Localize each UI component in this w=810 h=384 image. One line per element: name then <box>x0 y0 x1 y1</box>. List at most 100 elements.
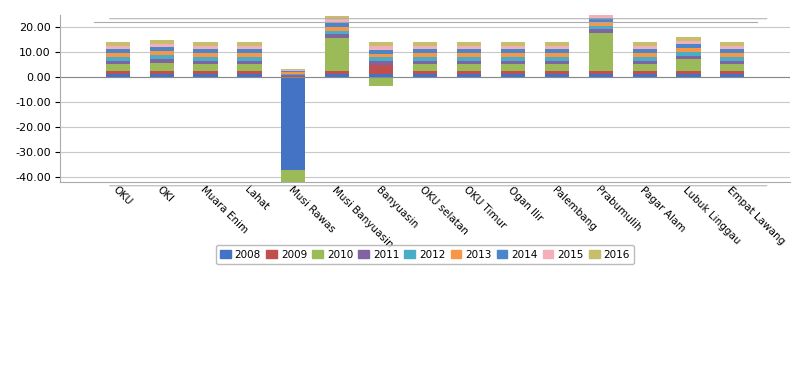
Bar <box>720 61 744 65</box>
Bar <box>676 60 701 71</box>
Bar <box>589 11 613 15</box>
Bar <box>413 74 437 77</box>
Bar <box>105 42 130 46</box>
Bar <box>105 50 130 53</box>
Bar <box>457 61 481 65</box>
Bar <box>676 71 701 74</box>
Bar <box>237 46 262 50</box>
Bar <box>633 53 657 57</box>
Bar <box>589 33 613 71</box>
Bar <box>589 15 613 18</box>
Bar <box>633 50 657 53</box>
Bar <box>237 42 262 46</box>
Bar <box>676 74 701 77</box>
Bar <box>633 61 657 65</box>
Bar <box>544 57 569 61</box>
Bar <box>544 42 569 46</box>
Bar <box>720 46 744 50</box>
Bar <box>501 53 525 57</box>
Bar <box>544 53 569 57</box>
Bar <box>105 74 130 77</box>
Bar <box>150 47 173 51</box>
Bar <box>589 74 613 77</box>
Bar <box>281 170 305 239</box>
Bar <box>676 37 701 41</box>
Bar <box>105 65 130 71</box>
Bar <box>544 65 569 71</box>
Bar <box>676 48 701 52</box>
Bar <box>633 74 657 77</box>
Bar <box>676 45 701 48</box>
Bar <box>150 63 173 71</box>
Bar <box>194 74 218 77</box>
Bar <box>237 53 262 57</box>
Bar <box>369 46 393 50</box>
Bar <box>325 71 349 74</box>
Bar <box>369 54 393 57</box>
Bar <box>720 50 744 53</box>
Bar <box>720 65 744 71</box>
Bar <box>413 53 437 57</box>
Bar <box>325 20 349 23</box>
Bar <box>413 65 437 71</box>
Bar <box>325 27 349 31</box>
Bar <box>544 50 569 53</box>
Bar <box>633 65 657 71</box>
Bar <box>720 71 744 74</box>
Bar <box>544 74 569 77</box>
Bar <box>237 50 262 53</box>
Bar <box>589 22 613 26</box>
Bar <box>369 42 393 46</box>
Bar <box>281 69 305 70</box>
Bar <box>150 74 173 77</box>
Bar <box>194 57 218 61</box>
Bar <box>150 51 173 55</box>
Bar <box>194 53 218 57</box>
Bar <box>501 46 525 50</box>
Bar <box>369 77 393 86</box>
Bar <box>150 59 173 63</box>
Bar <box>413 71 437 74</box>
Bar <box>281 77 305 170</box>
Bar <box>237 57 262 61</box>
Bar <box>281 74 305 75</box>
Bar <box>457 50 481 53</box>
Bar <box>457 65 481 71</box>
Bar <box>369 65 393 74</box>
Bar <box>105 46 130 50</box>
Bar <box>369 74 393 77</box>
Bar <box>105 53 130 57</box>
Bar <box>194 65 218 71</box>
Bar <box>369 57 393 61</box>
Bar <box>325 16 349 20</box>
Bar <box>457 46 481 50</box>
Bar <box>544 61 569 65</box>
Bar <box>194 42 218 46</box>
Bar <box>281 72 305 74</box>
Bar <box>720 42 744 46</box>
Bar <box>501 71 525 74</box>
Bar <box>105 71 130 74</box>
Bar <box>194 71 218 74</box>
Bar <box>150 44 173 47</box>
Bar <box>413 46 437 50</box>
Bar <box>720 53 744 57</box>
Bar <box>457 53 481 57</box>
Bar <box>589 26 613 30</box>
Bar <box>413 57 437 61</box>
Bar <box>720 57 744 61</box>
Bar <box>720 74 744 77</box>
Bar <box>194 46 218 50</box>
Bar <box>501 42 525 46</box>
Bar <box>589 18 613 22</box>
Bar <box>281 75 305 76</box>
Bar <box>457 42 481 46</box>
Bar <box>501 50 525 53</box>
Bar <box>325 35 349 38</box>
Bar <box>369 50 393 54</box>
Bar <box>150 40 173 44</box>
Bar <box>501 74 525 77</box>
Bar <box>369 61 393 65</box>
Bar <box>325 23 349 27</box>
Bar <box>676 52 701 56</box>
